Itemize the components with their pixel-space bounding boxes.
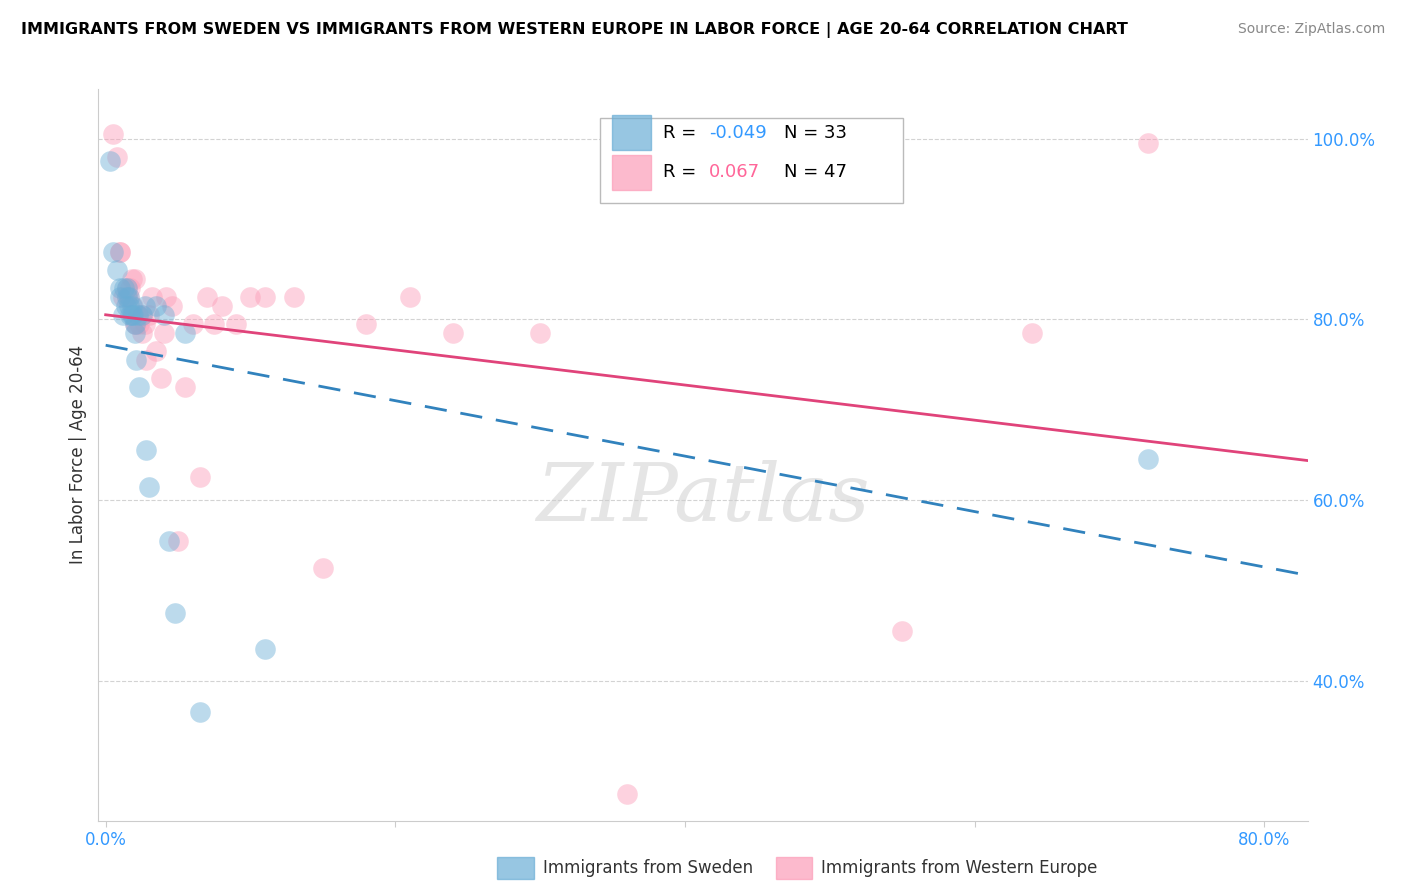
Bar: [612, 155, 651, 190]
Point: [174, 326, 197, 340]
Point: [145, 344, 167, 359]
Point: [616, 787, 638, 801]
Point: [356, 317, 378, 331]
Point: [108, 244, 131, 259]
Point: [152, 308, 174, 322]
Point: [122, 308, 145, 322]
Point: [108, 281, 131, 295]
Point: [121, 299, 143, 313]
Text: IMMIGRANTS FROM SWEDEN VS IMMIGRANTS FROM WESTERN EUROPE IN LABOR FORCE | AGE 20: IMMIGRANTS FROM SWEDEN VS IMMIGRANTS FRO…: [21, 22, 1128, 38]
Point: [441, 326, 464, 340]
Point: [115, 299, 138, 313]
Bar: [498, 857, 534, 880]
Point: [124, 326, 146, 340]
Point: [120, 308, 142, 322]
Point: [1137, 136, 1160, 151]
Point: [117, 281, 139, 295]
Point: [127, 308, 149, 322]
Point: [114, 281, 136, 295]
Point: [124, 317, 146, 331]
Point: [131, 308, 153, 322]
Point: [138, 308, 160, 322]
Point: [135, 443, 157, 458]
Point: [135, 353, 157, 368]
Point: [108, 244, 131, 259]
Text: R =: R =: [664, 163, 707, 181]
Point: [188, 470, 211, 484]
Point: [118, 290, 141, 304]
Point: [162, 299, 184, 313]
Point: [131, 308, 153, 322]
Point: [312, 561, 335, 575]
Point: [167, 533, 190, 548]
Point: [124, 272, 146, 286]
Point: [125, 317, 148, 331]
Point: [125, 353, 148, 368]
Point: [105, 262, 128, 277]
Point: [112, 290, 135, 304]
Point: [529, 326, 551, 340]
Point: [112, 308, 135, 322]
Point: [398, 290, 420, 304]
Point: [239, 290, 262, 304]
Point: [157, 533, 180, 548]
Point: [127, 308, 149, 322]
Point: [253, 642, 276, 657]
Point: [101, 244, 124, 259]
Point: [188, 706, 211, 720]
Point: [131, 326, 153, 340]
Point: [117, 290, 139, 304]
Point: [134, 317, 156, 331]
Text: -0.049: -0.049: [709, 124, 766, 142]
Point: [141, 290, 163, 304]
Text: R =: R =: [664, 124, 702, 142]
Point: [253, 290, 276, 304]
Point: [225, 317, 247, 331]
Point: [195, 290, 218, 304]
Point: [121, 272, 143, 286]
Point: [128, 317, 150, 331]
Point: [1137, 452, 1160, 467]
Point: [155, 290, 177, 304]
Point: [152, 326, 174, 340]
Point: [118, 290, 141, 304]
Text: N = 47: N = 47: [785, 163, 846, 181]
Point: [165, 606, 187, 620]
Point: [122, 299, 145, 313]
Y-axis label: In Labor Force | Age 20-64: In Labor Force | Age 20-64: [69, 345, 87, 565]
Point: [211, 299, 233, 313]
Text: Source: ZipAtlas.com: Source: ZipAtlas.com: [1237, 22, 1385, 37]
Point: [174, 380, 197, 394]
Point: [124, 317, 146, 331]
Point: [134, 299, 156, 313]
Bar: [776, 857, 811, 880]
Point: [105, 150, 128, 164]
Point: [121, 308, 143, 322]
Point: [120, 281, 142, 295]
Text: Immigrants from Western Europe: Immigrants from Western Europe: [821, 859, 1098, 877]
Text: ZIPatlas: ZIPatlas: [536, 460, 870, 538]
Text: N = 33: N = 33: [785, 124, 846, 142]
Point: [283, 290, 305, 304]
FancyBboxPatch shape: [600, 119, 903, 202]
Point: [98, 154, 121, 169]
Text: Immigrants from Sweden: Immigrants from Sweden: [543, 859, 754, 877]
Point: [149, 371, 172, 385]
Point: [128, 380, 150, 394]
Point: [202, 317, 225, 331]
Point: [117, 281, 139, 295]
Point: [117, 290, 139, 304]
Point: [138, 479, 160, 493]
Point: [108, 290, 131, 304]
Text: 0.067: 0.067: [709, 163, 761, 181]
Point: [891, 624, 914, 638]
Point: [1021, 326, 1043, 340]
Point: [101, 128, 124, 142]
Bar: [612, 115, 651, 151]
Point: [181, 317, 204, 331]
Point: [118, 299, 141, 313]
Point: [145, 299, 167, 313]
